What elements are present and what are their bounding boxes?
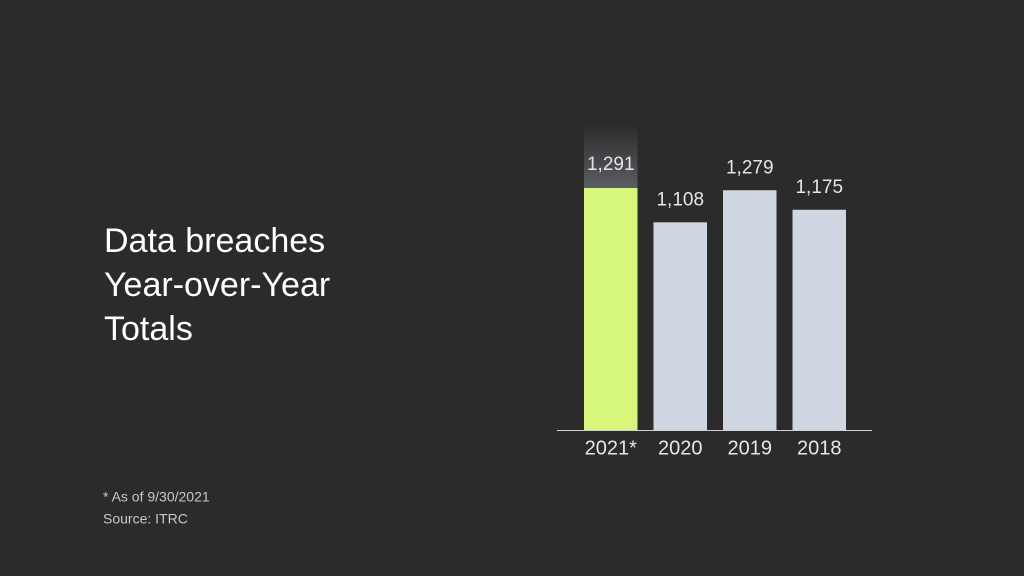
x-tick-label: 2021* <box>585 437 637 459</box>
source: Source: ITRC <box>103 511 188 527</box>
bar <box>723 190 777 430</box>
value-label: 1,175 <box>795 177 843 198</box>
title-line: Data breaches <box>104 222 325 260</box>
value-label: 1,279 <box>726 157 774 178</box>
x-tick-label: 2018 <box>797 437 842 459</box>
bar <box>584 188 638 430</box>
highlight-fade <box>584 124 638 188</box>
x-tick-label: 2020 <box>658 437 703 459</box>
title-line: Totals <box>104 310 193 348</box>
value-label: 1,291 <box>587 154 635 175</box>
value-label: 1,108 <box>656 189 704 210</box>
x-tick-label: 2019 <box>728 437 773 459</box>
bar <box>653 222 707 430</box>
title-line: Year-over-Year <box>104 266 330 304</box>
bar <box>792 209 846 430</box>
footnote: * As of 9/30/2021 <box>103 489 210 505</box>
